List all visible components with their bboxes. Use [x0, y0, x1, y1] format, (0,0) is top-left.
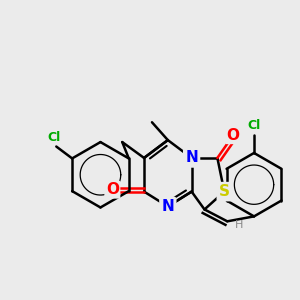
Text: Cl: Cl: [48, 130, 61, 144]
Text: H: H: [235, 220, 244, 230]
Text: O: O: [106, 182, 119, 197]
Text: Cl: Cl: [248, 119, 261, 132]
Text: N: N: [185, 150, 198, 165]
Text: N: N: [161, 199, 174, 214]
Text: S: S: [219, 184, 230, 199]
Text: O: O: [227, 128, 240, 142]
